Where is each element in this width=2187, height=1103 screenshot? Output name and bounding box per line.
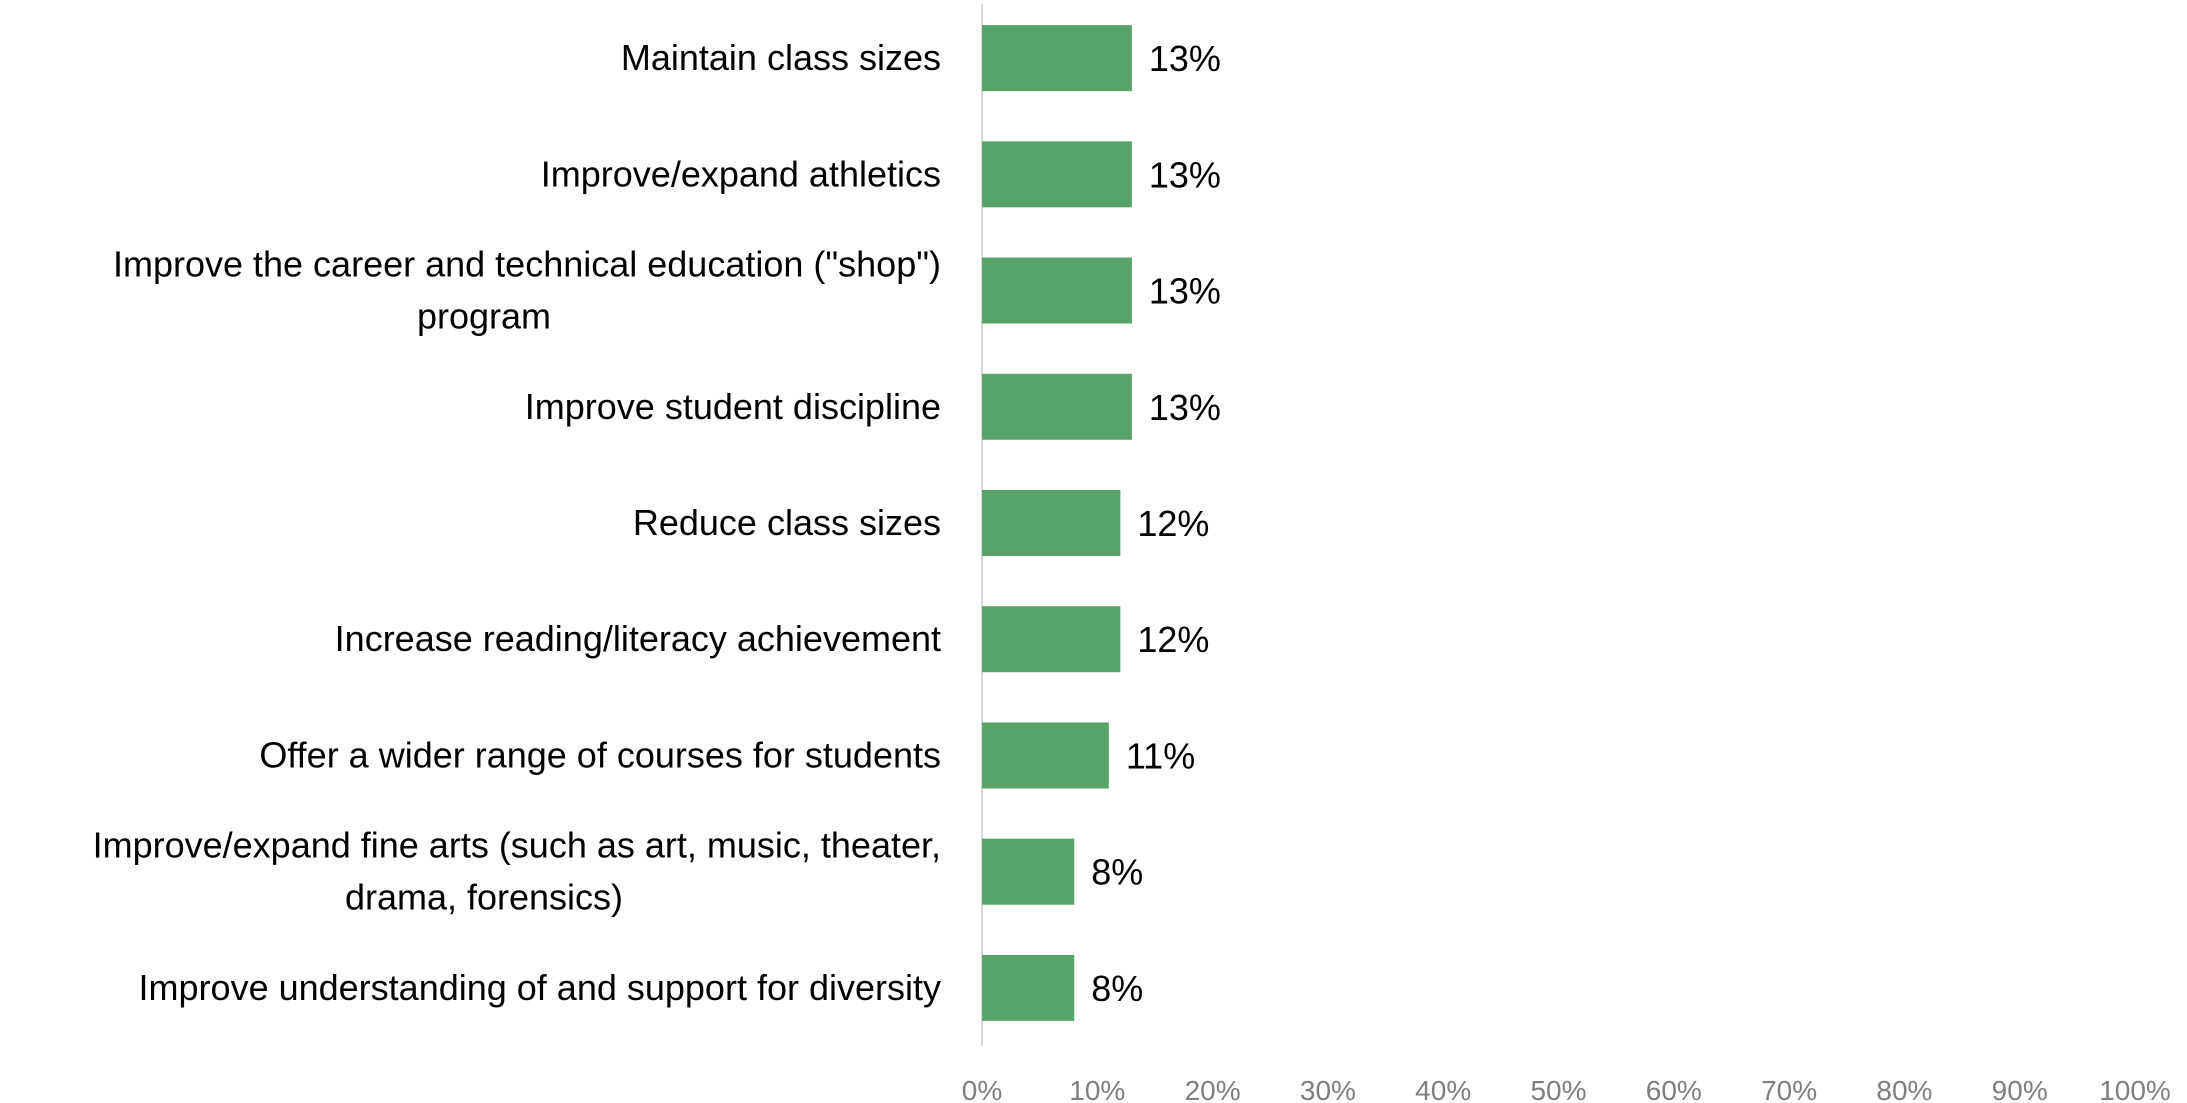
x-tick-label: 80% <box>1876 1075 1932 1103</box>
category-label-line: Maintain class sizes <box>621 37 941 78</box>
x-tick-label: 60% <box>1646 1075 1702 1103</box>
data-label: 11% <box>1126 735 1195 776</box>
category-label-line: Improve/expand fine arts (such as art, m… <box>93 825 941 866</box>
category-label-line: Improve understanding of and support for… <box>139 967 941 1008</box>
x-tick-labels-group: 0% 10% 20% 30% 40% 50% 60% 70% 80% 90% 100% <box>962 1075 2171 1103</box>
category-label: Improve/expand athletics <box>541 153 941 194</box>
data-label: 12% <box>1137 503 1209 544</box>
data-labels-group: 13% 13% 13% 13% 12% 12% 11% 8% 8% <box>1091 38 1221 1009</box>
category-label-line: drama, forensics) <box>345 877 623 918</box>
category-label: Increase reading/literacy achievement <box>335 618 941 659</box>
x-tick-label: 40% <box>1415 1075 1471 1103</box>
bar <box>982 141 1132 208</box>
category-label-line: program <box>417 296 551 337</box>
x-tick-label: 90% <box>1992 1075 2048 1103</box>
category-label: Reduce class sizes <box>633 502 941 543</box>
data-label: 13% <box>1149 38 1221 79</box>
bar <box>982 257 1132 324</box>
data-label: 8% <box>1091 852 1143 893</box>
bar <box>982 490 1121 556</box>
bar <box>982 25 1132 92</box>
bar <box>982 954 1075 1021</box>
x-tick-label: 20% <box>1185 1075 1241 1103</box>
data-label: 13% <box>1149 387 1221 428</box>
category-label: Improve/expand fine arts (such as art, m… <box>93 825 941 918</box>
category-label-line: Offer a wider range of courses for stude… <box>259 734 941 775</box>
category-label-line: Improve the career and technical educati… <box>113 244 941 285</box>
data-label: 12% <box>1137 619 1209 660</box>
data-label: 8% <box>1091 968 1143 1009</box>
category-label: Maintain class sizes <box>621 37 941 78</box>
bar <box>982 838 1075 905</box>
category-label: Improve the career and technical educati… <box>113 244 941 337</box>
category-labels-group: Maintain class sizes Improve/expand athle… <box>93 37 941 1008</box>
category-label: Offer a wider range of courses for stude… <box>259 734 941 775</box>
bar <box>982 606 1121 673</box>
x-tick-label: 100% <box>2099 1075 2171 1103</box>
x-tick-label: 10% <box>1069 1075 1125 1103</box>
x-tick-label: 70% <box>1761 1075 1817 1103</box>
category-label-line: Increase reading/literacy achievement <box>335 618 941 659</box>
data-label: 13% <box>1149 154 1221 195</box>
bar <box>982 722 1109 789</box>
category-label: Improve student discipline <box>525 386 941 427</box>
category-label-line: Improve student discipline <box>525 386 941 427</box>
category-label: Improve understanding of and support for… <box>139 967 941 1008</box>
x-tick-label: 30% <box>1300 1075 1356 1103</box>
category-label-line: Improve/expand athletics <box>541 153 941 194</box>
data-label: 13% <box>1149 271 1221 312</box>
bars-group <box>982 25 1132 1021</box>
x-tick-label: 50% <box>1530 1075 1586 1103</box>
bar <box>982 373 1132 440</box>
x-tick-label: 0% <box>962 1075 1002 1103</box>
category-label-line: Reduce class sizes <box>633 502 941 543</box>
